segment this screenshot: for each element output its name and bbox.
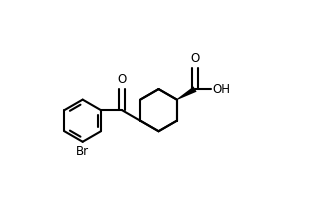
Text: OH: OH [212, 83, 230, 96]
Text: Br: Br [76, 145, 89, 158]
Text: O: O [190, 52, 200, 65]
Polygon shape [177, 86, 197, 100]
Text: O: O [117, 73, 127, 86]
